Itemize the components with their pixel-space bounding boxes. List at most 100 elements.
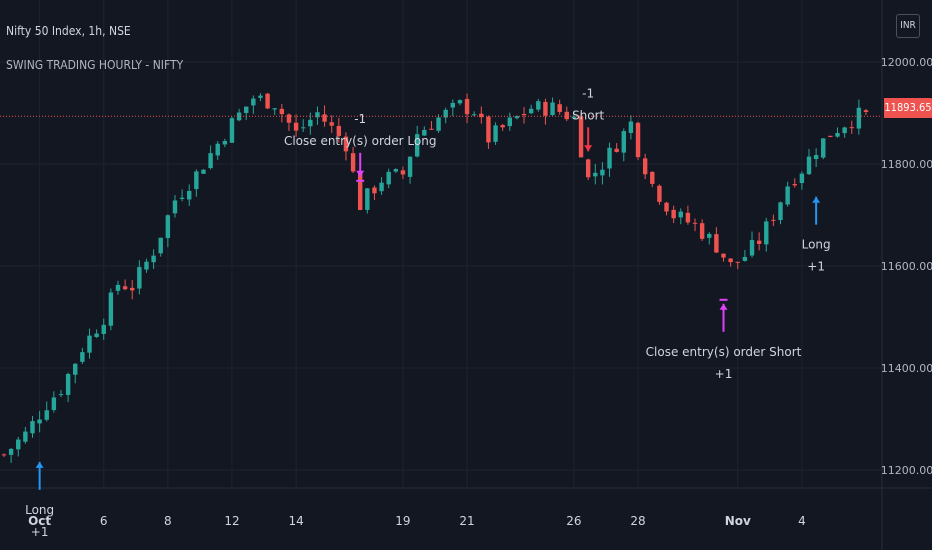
last-price-tag: 11893.65 bbox=[884, 98, 932, 118]
signal-qty: +1 bbox=[31, 525, 49, 539]
candle-body bbox=[464, 98, 470, 115]
signal-label: Short bbox=[572, 108, 604, 122]
candle-body bbox=[208, 153, 213, 169]
candle-body bbox=[315, 112, 320, 118]
strategy-name[interactable]: SWING TRADING HOURLY - NIFTY bbox=[6, 58, 184, 72]
candle-body bbox=[201, 169, 206, 174]
candle-body bbox=[1, 454, 7, 456]
candle-body bbox=[251, 98, 256, 106]
x-tick-label: 12 bbox=[224, 514, 239, 528]
candle-body bbox=[635, 122, 641, 158]
candle-body bbox=[650, 171, 655, 184]
candle-body bbox=[80, 352, 85, 362]
candle-body bbox=[528, 108, 534, 114]
candle-body bbox=[16, 439, 21, 450]
candle-body bbox=[828, 135, 833, 137]
candle-body bbox=[778, 202, 783, 221]
signal-arrow-head bbox=[35, 461, 44, 468]
candle-body bbox=[443, 109, 448, 118]
candle-body bbox=[714, 234, 719, 253]
signal-label: Long bbox=[25, 503, 54, 517]
x-tick-label: 8 bbox=[164, 514, 172, 528]
candle-body bbox=[265, 93, 270, 109]
candle-body bbox=[607, 147, 612, 169]
candle-body bbox=[799, 173, 805, 184]
candle-body bbox=[785, 186, 790, 205]
candle-body bbox=[130, 287, 135, 291]
candle-body bbox=[614, 148, 619, 152]
candle-body bbox=[550, 102, 555, 116]
candle-body bbox=[721, 253, 726, 258]
candle-body bbox=[372, 187, 377, 194]
candle-body bbox=[835, 133, 840, 137]
candle-body bbox=[749, 240, 755, 256]
candle-body bbox=[187, 190, 192, 200]
candle-body bbox=[379, 182, 384, 192]
signal-arrow-head bbox=[719, 303, 728, 310]
candle-body bbox=[244, 106, 249, 113]
candle-body bbox=[514, 116, 520, 119]
x-tick-label: Nov bbox=[725, 514, 751, 528]
signal-arrow-head bbox=[812, 196, 821, 203]
candle-body bbox=[357, 171, 363, 210]
candle-body bbox=[308, 119, 313, 127]
candle-body bbox=[44, 410, 49, 420]
candle-body bbox=[856, 107, 862, 129]
x-tick-label: 6 bbox=[100, 514, 108, 528]
signal-qty: +1 bbox=[715, 367, 733, 381]
candle-body bbox=[51, 397, 57, 411]
signal-qty: -1 bbox=[354, 112, 366, 126]
candle-body bbox=[678, 211, 683, 218]
candle-body bbox=[293, 122, 299, 131]
y-tick-label: 11400.00 bbox=[881, 362, 932, 375]
candle-body bbox=[73, 363, 78, 375]
signal-arrow-head bbox=[356, 170, 365, 177]
candle-body bbox=[543, 101, 548, 116]
candle-body bbox=[94, 333, 99, 338]
currency-badge[interactable]: INR bbox=[896, 14, 920, 38]
candle-body bbox=[101, 324, 106, 334]
candle-body bbox=[842, 127, 847, 134]
candle-body bbox=[628, 121, 634, 133]
candle-body bbox=[8, 448, 14, 455]
candle-body bbox=[422, 129, 427, 136]
y-tick-label: 11800.00 bbox=[881, 158, 932, 171]
candle-body bbox=[685, 212, 691, 223]
y-tick-label: 11200.00 bbox=[881, 464, 932, 477]
candle-body bbox=[365, 188, 370, 210]
candle-body bbox=[151, 255, 156, 263]
candle-body bbox=[108, 292, 114, 326]
candle-body bbox=[621, 131, 626, 153]
candle-body bbox=[771, 219, 776, 221]
candle-body bbox=[486, 116, 491, 143]
x-tick-label: 21 bbox=[459, 514, 474, 528]
candle-body bbox=[692, 222, 698, 224]
candle-body bbox=[849, 127, 854, 129]
x-tick-label: 19 bbox=[395, 514, 410, 528]
candle-body bbox=[172, 200, 178, 214]
candle-body bbox=[343, 136, 349, 152]
candle-body bbox=[792, 184, 797, 186]
candle-body bbox=[336, 125, 342, 136]
x-tick-label: 26 bbox=[566, 514, 581, 528]
candle-body bbox=[386, 171, 391, 185]
candle-body bbox=[600, 169, 605, 176]
candle-body bbox=[122, 286, 128, 290]
symbol-title[interactable]: Nifty 50 Index, 1h, NSE bbox=[6, 24, 131, 38]
x-tick-label: 14 bbox=[288, 514, 303, 528]
candle-body bbox=[137, 267, 142, 289]
candle-body bbox=[707, 233, 712, 238]
candle-body bbox=[571, 116, 577, 119]
candle-body bbox=[165, 215, 171, 239]
candle-body bbox=[393, 169, 399, 172]
candle-body bbox=[664, 202, 669, 212]
candle-body bbox=[115, 284, 121, 291]
candle-body bbox=[329, 122, 334, 126]
candle-body bbox=[507, 117, 513, 127]
candle-body bbox=[728, 258, 733, 263]
candle-body bbox=[671, 209, 676, 219]
x-tick-label: Oct bbox=[28, 514, 51, 528]
x-tick-label: 4 bbox=[798, 514, 806, 528]
candle-body bbox=[215, 143, 220, 156]
